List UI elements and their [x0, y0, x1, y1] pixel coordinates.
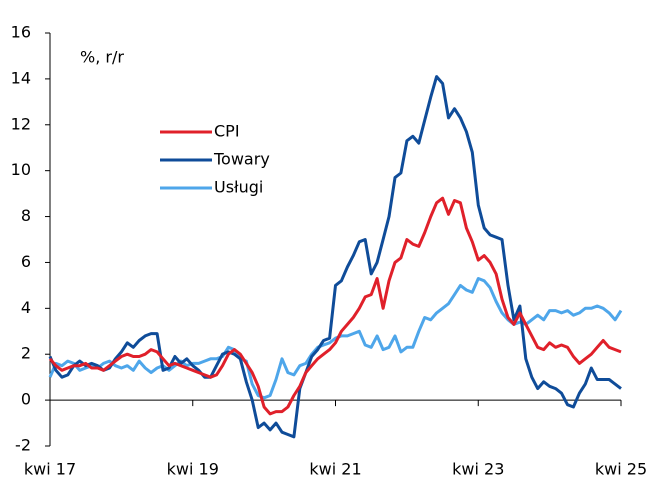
y-tick-label: 12	[11, 114, 31, 133]
y-tick-label: 2	[21, 344, 31, 363]
x-tick-label: kwi 21	[309, 460, 361, 479]
x-tick-label: kwi 25	[595, 460, 647, 479]
legend-label: Usługi	[214, 178, 263, 197]
y-tick-label: -2	[15, 436, 31, 455]
y-tick-label: 10	[11, 160, 31, 179]
unit-annotation: %, r/r	[80, 48, 124, 67]
y-tick-label: 8	[21, 206, 31, 225]
y-tick-label: 16	[11, 23, 31, 42]
y-tick-label: 0	[21, 390, 31, 409]
series-line	[48, 75, 622, 439]
legend-label: CPI	[214, 122, 240, 141]
x-tick-label: kwi 17	[24, 460, 76, 479]
y-tick-label: 4	[21, 298, 31, 317]
legend-label: Towary	[213, 150, 270, 169]
series-line	[48, 196, 622, 416]
x-tick-label: kwi 19	[167, 460, 219, 479]
x-tick-label: kwi 23	[452, 460, 504, 479]
y-tick-label: 6	[21, 252, 31, 271]
y-tick-label: 14	[11, 68, 31, 87]
